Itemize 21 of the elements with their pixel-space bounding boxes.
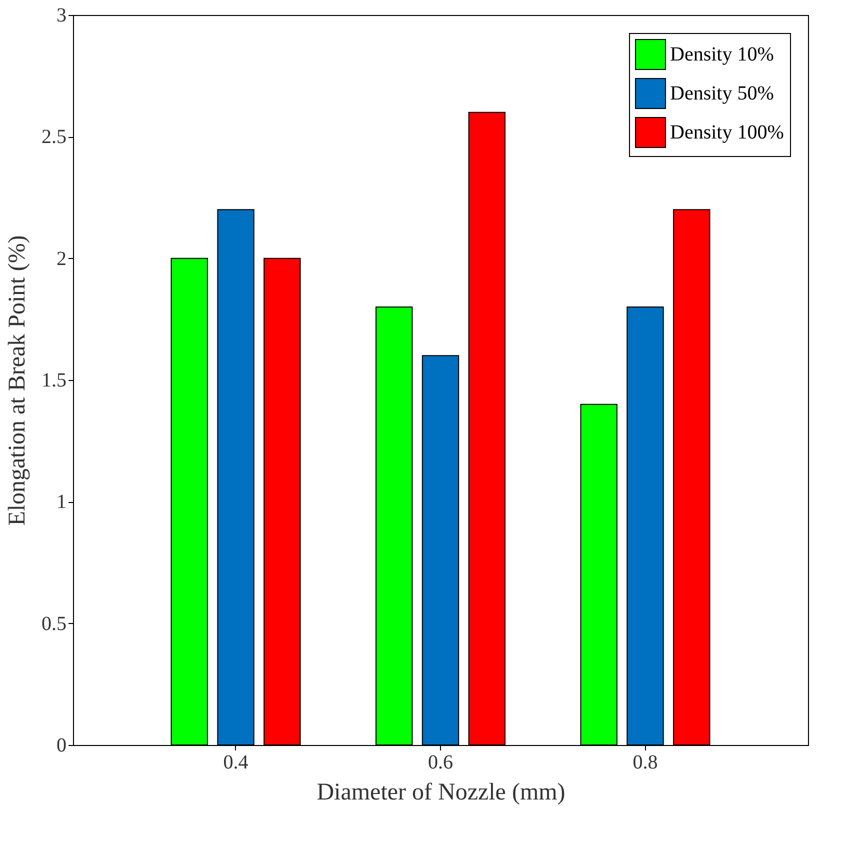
bar (673, 209, 710, 746)
y-tick-label: 1 (56, 491, 66, 514)
y-axis-title: Elongation at Break Point (%) (4, 235, 30, 526)
bar (170, 258, 208, 746)
y-tick-label: 1.5 (42, 370, 66, 392)
legend-label: Density 10% (670, 44, 774, 66)
legend-label: Density 100% (670, 122, 784, 144)
bar (580, 404, 618, 746)
bar (376, 306, 413, 746)
y-tick-label: 3 (56, 4, 66, 26)
legend-label: Density 50% (670, 82, 774, 104)
y-tick-label: 0 (56, 734, 66, 756)
x-tick-label: 0.6 (428, 752, 453, 774)
x-tick-label: 0.4 (223, 752, 248, 774)
y-tick-label: 2.5 (42, 126, 66, 148)
y-tick-label: 0.5 (42, 612, 66, 635)
bar (264, 258, 301, 746)
y-tick-label: 2 (56, 248, 66, 270)
x-tick-label: 0.8 (632, 752, 658, 774)
bar (468, 112, 506, 746)
x-axis-title: Diameter of Nozzle (mm) (316, 780, 566, 806)
